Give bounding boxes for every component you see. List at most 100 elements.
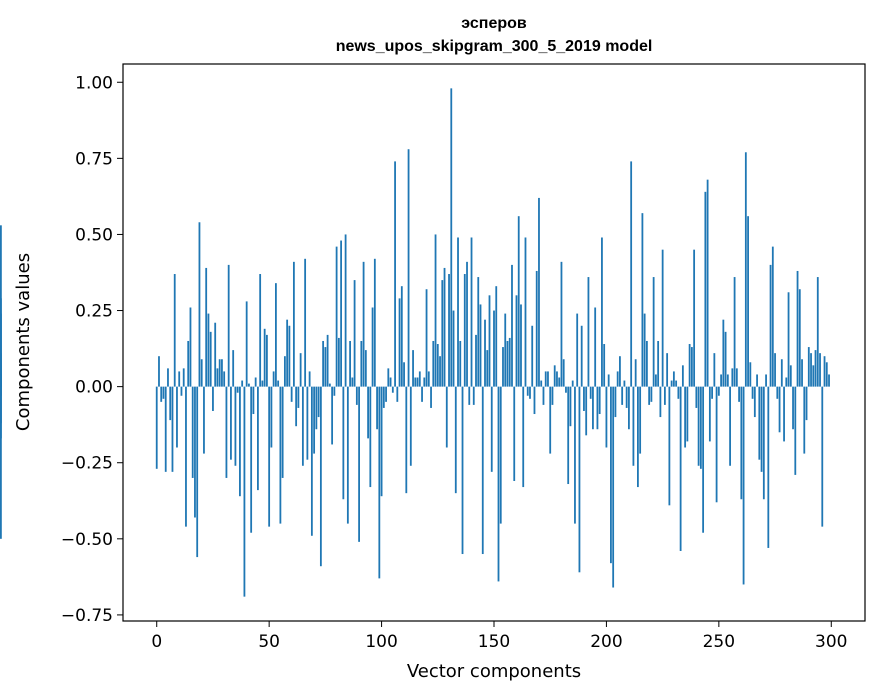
- bar: [481, 386, 484, 555]
- bar: [814, 350, 817, 387]
- bar: [459, 340, 462, 387]
- bar: [610, 386, 612, 564]
- bar: [569, 386, 572, 427]
- bar: [578, 386, 581, 573]
- bar: [454, 386, 457, 494]
- bar: [686, 386, 689, 442]
- bar: [155, 386, 158, 469]
- bar: [430, 386, 432, 408]
- bar: [337, 337, 340, 387]
- bar: [331, 386, 334, 445]
- bar: [771, 246, 774, 387]
- bar: [164, 386, 167, 472]
- bar: [360, 340, 363, 387]
- bar: [373, 258, 376, 387]
- bar: [823, 356, 826, 387]
- bar: [821, 386, 824, 527]
- bar: [234, 386, 237, 466]
- bar: [783, 386, 785, 442]
- bar: [585, 386, 588, 436]
- bar: [724, 331, 727, 387]
- bar: [776, 386, 779, 399]
- x-tick-label: 150: [478, 632, 510, 652]
- bar: [290, 386, 293, 402]
- bar: [261, 380, 264, 387]
- bar: [450, 88, 453, 387]
- bar: [720, 374, 722, 387]
- y-tick-label: 0.75: [75, 149, 113, 169]
- bar: [277, 380, 280, 387]
- bar: [571, 380, 574, 387]
- bar: [603, 344, 606, 387]
- bar: [425, 289, 428, 387]
- bar: [637, 386, 639, 488]
- bar: [299, 353, 302, 387]
- bar: [607, 374, 610, 387]
- bar: [477, 277, 480, 387]
- bar: [176, 386, 178, 448]
- bar: [529, 386, 531, 399]
- x-tick-label: 250: [703, 632, 735, 652]
- bar: [798, 289, 801, 387]
- bar: [522, 386, 525, 488]
- bar: [203, 386, 205, 454]
- bar: [499, 386, 502, 524]
- bar: [672, 371, 675, 387]
- bar: [385, 386, 387, 402]
- bar: [652, 277, 655, 387]
- bar: [621, 386, 624, 405]
- bar: [241, 380, 244, 387]
- bar: [349, 340, 351, 387]
- bar: [576, 313, 579, 387]
- bar: [344, 234, 347, 387]
- bar: [697, 386, 700, 466]
- bar: [171, 386, 174, 472]
- bar: [722, 319, 725, 387]
- bar: [0, 386, 2, 439]
- bar: [351, 377, 354, 387]
- bar: [774, 353, 776, 387]
- bar: [416, 377, 419, 387]
- bar: [493, 310, 495, 387]
- bar: [713, 353, 716, 387]
- bar: [369, 386, 372, 488]
- bar: [738, 386, 740, 402]
- bar: [598, 386, 601, 415]
- bar: [574, 386, 576, 524]
- bar: [223, 371, 226, 387]
- bar: [661, 249, 664, 387]
- bar: [520, 304, 522, 387]
- x-tick-label: 200: [590, 632, 622, 652]
- bar: [432, 340, 435, 387]
- bar: [526, 386, 529, 396]
- bar: [275, 283, 277, 387]
- bar: [353, 280, 356, 387]
- bar: [630, 161, 633, 387]
- bar: [540, 380, 543, 387]
- bar: [654, 374, 657, 387]
- bar: [317, 386, 320, 418]
- bar: [270, 386, 273, 448]
- bar: [407, 149, 410, 387]
- bar: [657, 340, 660, 387]
- bar: [735, 368, 738, 387]
- bar: [196, 386, 199, 558]
- bar: [342, 386, 345, 500]
- bar: [466, 261, 468, 387]
- bar: [250, 386, 253, 533]
- bar: [670, 380, 673, 387]
- bar: [589, 386, 592, 399]
- bar: [659, 386, 662, 418]
- bar: [515, 295, 518, 387]
- bar: [209, 331, 212, 387]
- bar: [263, 328, 266, 387]
- bar: [364, 350, 367, 387]
- bar: [594, 307, 597, 387]
- bar: [801, 359, 803, 387]
- bar: [488, 295, 491, 387]
- bar: [295, 386, 298, 427]
- plot-frame: [122, 63, 866, 622]
- bar: [542, 386, 545, 405]
- bar: [180, 386, 183, 396]
- bar: [279, 386, 282, 524]
